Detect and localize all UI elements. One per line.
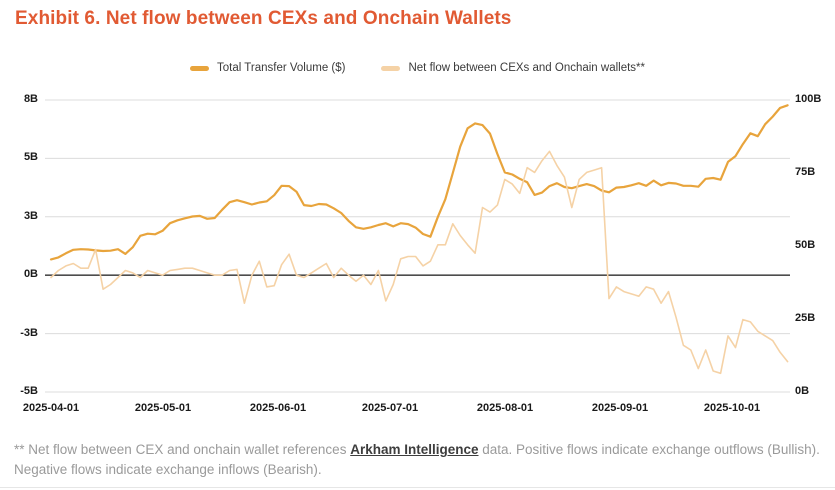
total-transfer-volume-swatch <box>190 65 209 71</box>
y-left-tick-3b: 3B <box>23 210 38 222</box>
x-tick-2025-05-01: 2025-05-01 <box>134 402 192 414</box>
y-right-tick-25b: 25B <box>795 312 816 324</box>
x-tick-2025-04-01: 2025-04-01 <box>22 402 80 414</box>
y-left-tick-8b: 8B <box>23 93 38 105</box>
y-left-tick-5b: 5B <box>23 151 38 163</box>
legend-item-total-transfer-volume: Total Transfer Volume ($) <box>190 62 345 74</box>
chart-legend: Total Transfer Volume ($) Net flow betwe… <box>0 62 835 74</box>
bottom-divider <box>0 487 835 488</box>
x-tick-2025-07-01: 2025-07-01 <box>361 402 419 414</box>
y-right-tick-75b: 75B <box>795 166 816 178</box>
y-left-tick-neg3b: -3B <box>20 327 38 339</box>
y-right-tick-50b: 50B <box>795 239 816 251</box>
footnote-arkham-intelligence-link[interactable]: Arkham Intelligence <box>350 442 479 457</box>
footnote-text-post: data. Positive flows indicate exchange o… <box>14 442 820 477</box>
page-title: Exhibit 6. Net flow between CEXs and Onc… <box>15 8 512 29</box>
x-tick-2025-08-01: 2025-08-01 <box>476 402 534 414</box>
y-left-tick-0b: 0B <box>23 268 38 280</box>
footnote-text-pre: ** Net flow between CEX and onchain wall… <box>14 442 351 457</box>
x-tick-2025-10-01: 2025-10-01 <box>703 402 761 414</box>
y-right-tick-0b: 0B <box>795 385 810 397</box>
total-transfer-volume-line <box>49 104 789 261</box>
legend-label-net-flow: Net flow between CEXs and Onchain wallet… <box>408 62 645 74</box>
net-flow-swatch <box>381 65 401 71</box>
legend-label-total-transfer-volume: Total Transfer Volume ($) <box>217 62 346 74</box>
legend-item-net-flow: Net flow between CEXs and Onchain wallet… <box>381 62 645 74</box>
y-right-tick-100b: 100B <box>795 93 822 105</box>
y-left-tick-neg5b: -5B <box>20 385 38 397</box>
x-tick-2025-06-01: 2025-06-01 <box>249 402 307 414</box>
x-tick-2025-09-01: 2025-09-01 <box>591 402 649 414</box>
footnote: ** Net flow between CEX and onchain wall… <box>14 440 829 479</box>
net-flow-line <box>50 150 789 375</box>
